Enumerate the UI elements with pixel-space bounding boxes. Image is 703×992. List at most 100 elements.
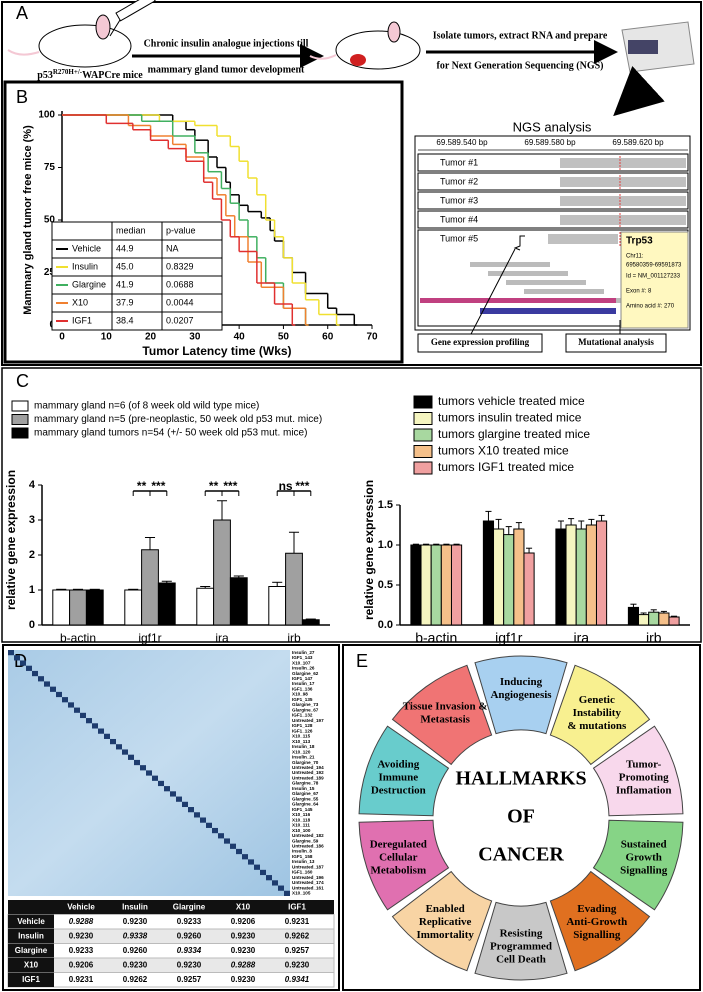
step-text: Chronic insulin analogue injections till <box>144 38 309 49</box>
legend-label: mammary gland n=5 (pre-neoplastic, 50 we… <box>34 414 322 425</box>
bar <box>523 552 535 626</box>
hallmark-label: Immune <box>378 772 418 784</box>
legend-swatch <box>413 412 433 425</box>
legend-label: tumors glargine treated mice <box>438 427 590 441</box>
legend-swatch <box>413 395 433 409</box>
hallmark-segment <box>391 870 493 972</box>
diagonal-cell <box>152 775 158 781</box>
track-label: Tumor #2 <box>440 176 478 186</box>
diagonal-cell <box>212 827 218 834</box>
diagonal-cell <box>98 728 104 734</box>
table-cell: 0.9230 <box>285 960 310 969</box>
diagonal-cell <box>146 770 152 776</box>
row-label: Untreated_196 <box>292 875 324 880</box>
bar <box>450 544 463 626</box>
legend-name: Insulin <box>72 261 98 271</box>
panel-label: A <box>16 3 28 23</box>
hallmark-label: Promoting <box>619 772 669 784</box>
table-header: IGF1 <box>288 902 306 911</box>
tumor <box>350 54 366 66</box>
reads <box>506 280 586 285</box>
legend-name: X10 <box>72 297 88 307</box>
bar <box>430 544 442 626</box>
y-tick-label: 0.0 <box>378 619 393 631</box>
mouse-ear <box>387 21 401 43</box>
track-label: Tumor #5 <box>440 233 478 243</box>
table-row-header: IGF1 <box>22 975 40 984</box>
row-label: Untreated_192 <box>292 770 324 775</box>
reads <box>560 177 686 187</box>
table-cell: 0.9231 <box>69 975 94 984</box>
diagonal-cell <box>158 780 164 787</box>
table-cell: 0.9334 <box>177 946 202 955</box>
row-label: Untreated_186 <box>292 843 324 848</box>
diagonal-cell <box>104 733 110 739</box>
row-label: Insulin_8 <box>292 849 312 854</box>
row-label: IGF1_128 <box>292 723 313 728</box>
row-label: IGF1_135 <box>292 697 313 702</box>
hallmark-label: Instability <box>573 707 622 719</box>
sig-label: ** <box>137 479 147 493</box>
legend-swatch <box>413 445 433 458</box>
bar <box>213 519 231 626</box>
row-label: X10_111 <box>292 823 310 828</box>
arrow <box>613 65 665 117</box>
legend-label: mammary gland n=6 (of 8 week old wild ty… <box>34 401 259 412</box>
hallmark-label: Metastasis <box>420 714 470 726</box>
panel-label: E <box>356 651 368 671</box>
hallmark-label: Inflamation <box>616 785 672 797</box>
table-cell: 0.9233 <box>177 917 202 926</box>
table-cell: 0.9262 <box>123 975 148 984</box>
row-label: Glargine_67 <box>292 707 319 712</box>
y-axis-label: relative gene expression <box>4 470 18 610</box>
hallmark-segment <box>474 901 568 981</box>
bar <box>575 528 587 626</box>
hallmark-label: Deregulated <box>370 838 427 850</box>
x-tick-label: 10 <box>101 332 113 343</box>
hallmark-segment <box>549 870 651 972</box>
row-label: Insulin_17 <box>292 681 315 686</box>
legend-label: tumors X10 treated mice <box>438 444 569 458</box>
hallmark-label: Replicative <box>419 916 472 928</box>
panel-label: C <box>16 371 29 391</box>
x-tick-label: ira <box>215 631 229 645</box>
y-tick-label: 1.5 <box>378 499 393 511</box>
diagonal-cell <box>62 697 68 703</box>
row-label: X10_116 <box>292 812 311 817</box>
gene-info: Id = NM_001127233 <box>626 274 681 280</box>
hallmark-segment <box>358 725 450 817</box>
legend-median: 38.4 <box>116 315 134 325</box>
row-label: Insulin_21 <box>292 755 315 760</box>
row-label: Insulin_26 <box>292 666 315 671</box>
legend-header: p-value <box>166 225 196 235</box>
legend-pvalue: 0.0044 <box>166 297 194 307</box>
diagonal-cell <box>32 670 38 677</box>
row-label: Untreated_189 <box>292 775 324 780</box>
y-tick-label: 1 <box>29 584 35 596</box>
hallmark-label: & mutations <box>567 720 627 732</box>
diagonal-cell <box>68 702 74 708</box>
table-cell: 0.9206 <box>231 917 256 926</box>
table-cell: 0.9230 <box>177 960 202 969</box>
diagonal-cell <box>254 864 260 870</box>
table-header: Glargine <box>173 902 206 911</box>
row-label: Glargine_55 <box>292 796 319 801</box>
diagonal-cell <box>170 791 176 797</box>
bar <box>268 586 287 626</box>
hallmark-segment <box>474 655 568 735</box>
bar <box>503 534 515 626</box>
hallmark-label: Sustained <box>621 838 667 850</box>
x-tick-label: irb <box>646 630 662 646</box>
center-title: CANCER <box>478 844 564 866</box>
row-label: IGF1_160 <box>292 870 313 875</box>
legend-label: tumors vehicle treated mice <box>438 394 585 408</box>
bar <box>565 524 577 626</box>
row-label: Untreated_161 <box>292 885 324 890</box>
table-cell: 0.9230 <box>123 917 148 926</box>
x-axis-label: Tumor Latency time (Wks) <box>142 344 291 358</box>
table-cell: 0.9206 <box>69 960 94 969</box>
bar <box>595 520 608 626</box>
diagonal-cell <box>272 880 278 886</box>
row-label: Glargine_73 <box>292 702 319 707</box>
gene-info: Chr11: <box>626 254 644 260</box>
